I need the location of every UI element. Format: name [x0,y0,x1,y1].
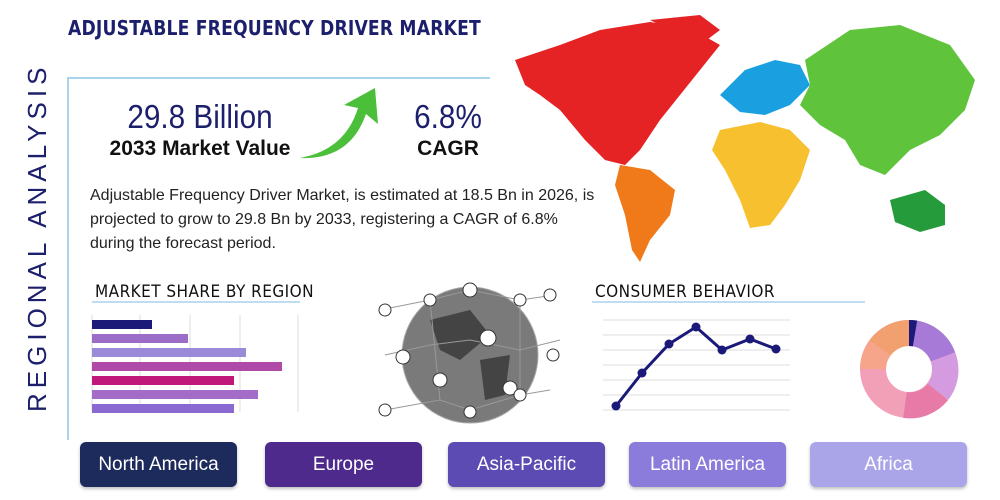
side-label: REGIONAL ANALYSIS [22,62,52,412]
title: ADJUSTABLE FREQUENCY DRIVER MARKET [68,16,481,40]
stat-value: 29.8 Billion [127,98,273,135]
section-heading: CONSUMER BEHAVIOR [595,282,775,302]
world-map [515,15,975,262]
region-button[interactable]: Europe [265,442,422,487]
mini-line-chart [603,319,790,411]
mini-donut [860,319,959,419]
mini-bar-chart [91,315,299,413]
network-globe [378,282,561,424]
region-button[interactable]: Africa [810,442,967,487]
region-button[interactable]: Latin America [629,442,786,487]
stat-label: CAGR [417,137,479,160]
region-button[interactable]: North America [80,442,237,487]
frame [67,77,490,440]
stat-value: 6.8% [414,98,482,135]
section-heading: MARKET SHARE BY REGION [95,282,314,302]
region-button[interactable]: Asia-Pacific [448,442,605,487]
stat-label: 2033 Market Value [109,137,291,160]
description: Adjustable Frequency Driver Market, is e… [90,187,595,252]
growth-arrow [300,88,378,159]
